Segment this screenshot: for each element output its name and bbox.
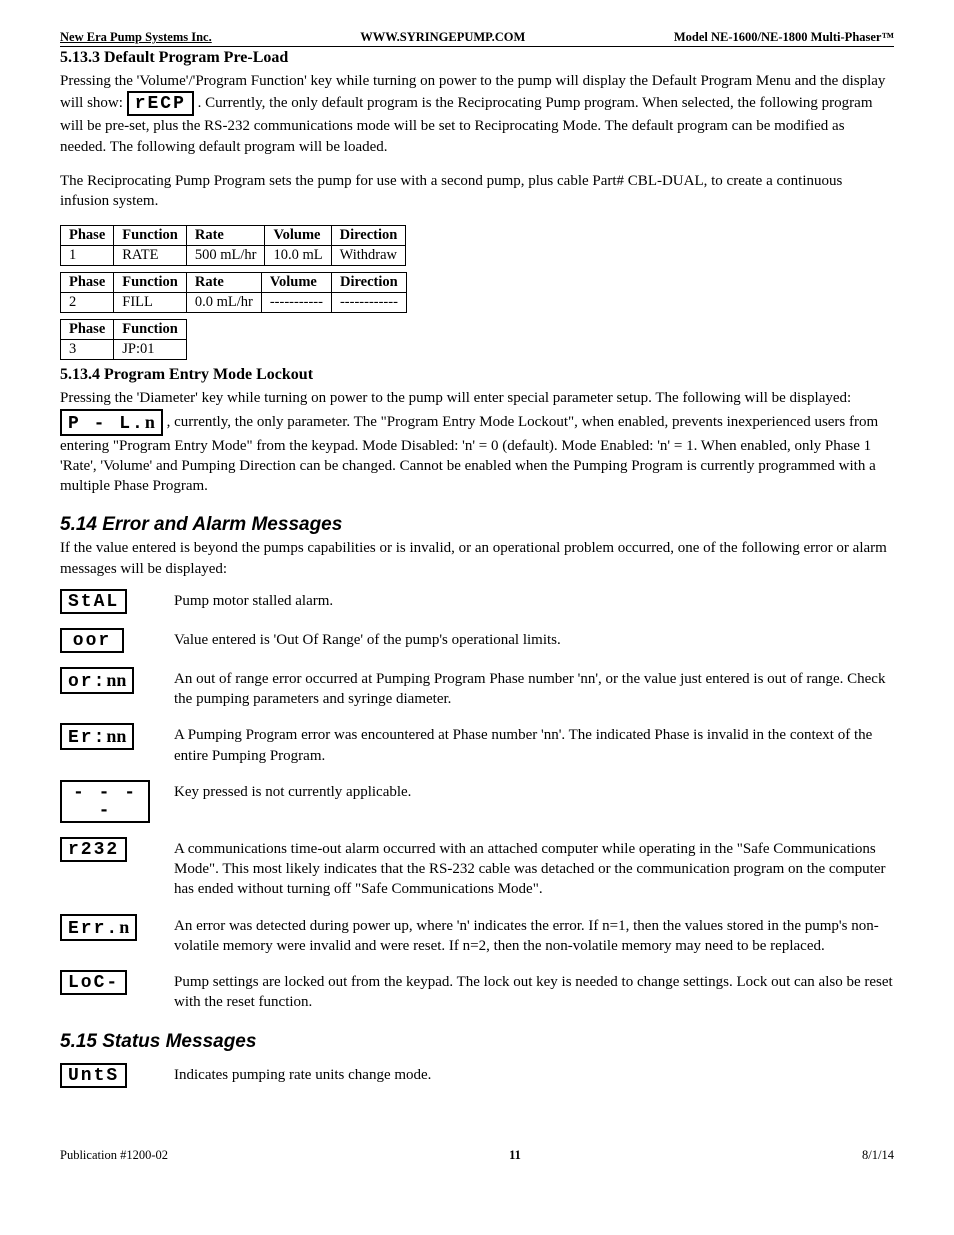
message-text: A communications time-out alarm occurred…: [174, 837, 894, 900]
message-row: r232 A communications time-out alarm occu…: [60, 837, 894, 900]
message-text: A Pumping Program error was encountered …: [174, 723, 894, 766]
lcd-display: LoC-: [60, 970, 127, 995]
status-messages-list: UntS Indicates pumping rate units change …: [60, 1063, 894, 1088]
message-row: or:nn An out of range error occurred at P…: [60, 667, 894, 710]
page-footer: Publication #1200-02 11 8/1/14: [60, 1148, 894, 1163]
message-row: LoC- Pump settings are locked out from th…: [60, 970, 894, 1013]
lcd-recp: rECP: [127, 91, 194, 116]
message-text: Pump settings are locked out from the ke…: [174, 970, 894, 1013]
s5133-p1: Pressing the 'Volume'/'Program Function'…: [60, 71, 894, 157]
message-row: - - - - Key pressed is not currently appl…: [60, 780, 894, 823]
s5134-p1: Pressing the 'Diameter' key while turnin…: [60, 388, 894, 496]
message-text: Pump motor stalled alarm.: [174, 589, 894, 611]
header-model: Model NE-1600/NE-1800 Multi-Phaser™: [674, 30, 894, 45]
s514-intro: If the value entered is beyond the pumps…: [60, 538, 894, 579]
lcd-display: or:nn: [60, 667, 134, 694]
message-text: Key pressed is not currently applicable.: [174, 780, 894, 802]
phase-table-1: Phase Function Rate Volume Direction 1 R…: [60, 225, 406, 266]
message-text: Value entered is 'Out Of Range' of the p…: [174, 628, 894, 650]
header-url: WWW.SYRINGEPUMP.COM: [360, 30, 525, 45]
section-515-title: 5.15 Status Messages: [60, 1031, 894, 1053]
message-text: An error was detected during power up, w…: [174, 914, 894, 957]
error-messages-list: StAL Pump motor stalled alarm. oor Value en…: [60, 589, 894, 1013]
page-header: New Era Pump Systems Inc. WWW.SYRINGEPUM…: [60, 30, 894, 47]
section-5133-title: 5.13.3 Default Program Pre-Load: [60, 49, 894, 67]
lcd-display: Er:nn: [60, 723, 134, 750]
table-row: 3 JP:01: [61, 340, 187, 360]
phase-table-2: Phase Function Rate Volume Direction 2 F…: [60, 272, 407, 313]
footer-page-number: 11: [509, 1148, 521, 1163]
section-5134-title: 5.13.4 Program Entry Mode Lockout: [60, 366, 894, 384]
footer-publication: Publication #1200-02: [60, 1148, 168, 1163]
message-text: Indicates pumping rate units change mode…: [174, 1063, 894, 1085]
lcd-display: oor: [60, 628, 124, 653]
lcd-display: UntS: [60, 1063, 127, 1088]
message-row: StAL Pump motor stalled alarm.: [60, 589, 894, 614]
section-514-title: 5.14 Error and Alarm Messages: [60, 514, 894, 536]
lcd-display: Err.n: [60, 914, 137, 941]
lcd-display: StAL: [60, 589, 127, 614]
lcd-display: r232: [60, 837, 127, 862]
message-row: Er:nn A Pumping Program error was encount…: [60, 723, 894, 766]
message-row: UntS Indicates pumping rate units change …: [60, 1063, 894, 1088]
lcd-p-ln: P - L.n: [60, 409, 163, 436]
message-row: Err.n An error was detected during power …: [60, 914, 894, 957]
header-company: New Era Pump Systems Inc.: [60, 30, 212, 45]
table-row: 1 RATE 500 mL/hr 10.0 mL Withdraw: [61, 246, 406, 266]
message-row: oor Value entered is 'Out Of Range' of th…: [60, 628, 894, 653]
s5133-p2: The Reciprocating Pump Program sets the …: [60, 171, 894, 212]
phase-table-3: Phase Function 3 JP:01: [60, 319, 187, 360]
table-row: 2 FILL 0.0 mL/hr ----------- -----------…: [61, 293, 407, 313]
message-text: An out of range error occurred at Pumpin…: [174, 667, 894, 710]
footer-date: 8/1/14: [862, 1148, 894, 1163]
lcd-display: - - - -: [60, 780, 150, 823]
